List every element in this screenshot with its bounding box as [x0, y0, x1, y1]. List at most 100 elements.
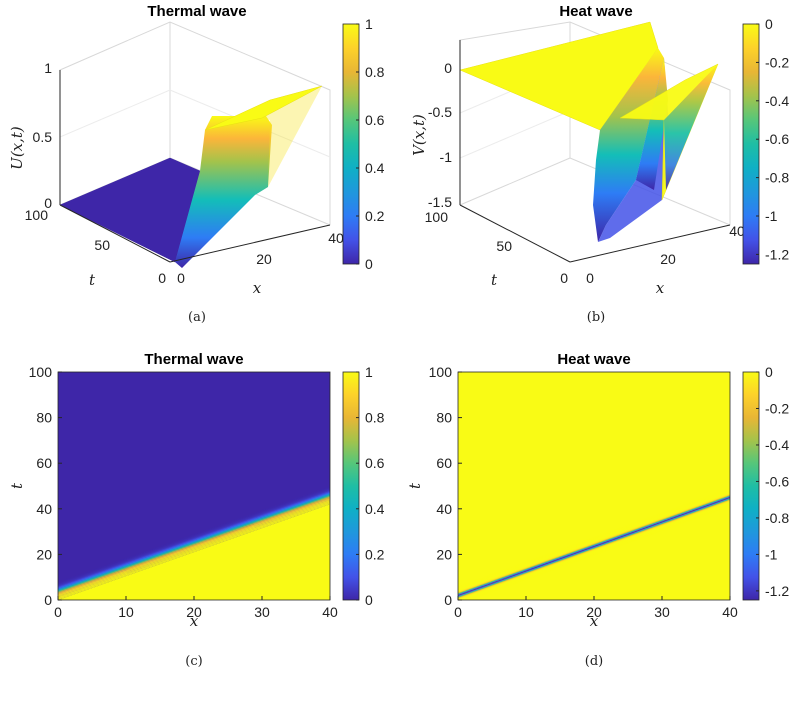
- heatmap-band: [458, 490, 730, 590]
- heatmap-band: [458, 497, 730, 597]
- panel-a-grid-z05-left: [59, 89, 171, 138]
- panel-b-colorbar-ticks: 0 -0.2 -0.4 -0.6 -0.8 -1 -1.2: [756, 16, 789, 262]
- heatmap-band: [58, 487, 330, 584]
- x-tick-label: 40: [722, 604, 738, 620]
- heatmap-band: [58, 490, 330, 587]
- heatmap-band: [458, 492, 730, 592]
- panel-b-ttick-1: 50: [496, 238, 512, 254]
- panel-b-caption: (b): [587, 310, 605, 325]
- panel-b-ztick-1: -0.5: [428, 104, 452, 120]
- heatmap-band: [458, 500, 730, 600]
- cb-b-label-0: 0: [765, 16, 773, 32]
- heatmap-band: [58, 496, 330, 594]
- heatmap-band: [58, 488, 330, 585]
- heatmap-band: [458, 496, 730, 595]
- heatmap-band: [458, 488, 730, 588]
- panel-a-surface-shade: [262, 86, 322, 187]
- panel-a-xtick-2: 40: [328, 230, 344, 246]
- panel-a-colorbar: [342, 23, 360, 265]
- heatmap-band: [58, 493, 330, 590]
- heatmap-band: [58, 491, 330, 588]
- panel-b-grid-z10: [459, 110, 571, 159]
- panel-b-floor-left: [459, 157, 571, 206]
- heatmap-band: [458, 493, 730, 592]
- x-tick-label: 10: [118, 604, 134, 620]
- panel-b-surface-trough-shade: [636, 58, 668, 190]
- cb-c-label-3: 0.6: [365, 455, 385, 471]
- heatmap-band: [58, 490, 330, 588]
- heatmap-band: [458, 492, 730, 591]
- panel-a-ttick-0: 0: [158, 270, 166, 286]
- panel-b-ztick-2: -1: [440, 149, 453, 165]
- panel-c-image: [58, 372, 330, 600]
- x-tick-label: 40: [322, 604, 338, 620]
- heatmap-band: [458, 488, 730, 587]
- cb-a-label-5: 1: [365, 16, 373, 32]
- heatmap-band: [458, 494, 730, 594]
- panel-b-ztick-3: -1.5: [428, 194, 452, 210]
- heatmap-band: [458, 489, 730, 589]
- panel-b-colorbar: [742, 23, 760, 265]
- heatmap-band: [58, 503, 330, 600]
- panel-d-colorbar: [742, 371, 760, 601]
- heatmap-band: [458, 500, 730, 599]
- heatmap-band: [58, 488, 330, 585]
- y-tick-label: 80: [436, 410, 452, 426]
- x-tick-label: 10: [518, 604, 534, 620]
- heatmap-band: [58, 493, 330, 590]
- panel-b-ttick-2: 100: [425, 209, 449, 225]
- cb-a-label-3: 0.6: [365, 112, 385, 128]
- y-tick-label: 20: [436, 546, 452, 562]
- panel-b: Heat wave 0 -0.5 -1 -1.5 100 50 0 0 20: [410, 3, 789, 325]
- panel-a-xtick-1: 20: [256, 251, 272, 267]
- heatmap-band: [58, 502, 330, 599]
- panel-a-zlabel: U(x,t): [8, 126, 26, 170]
- heatmap-band: [458, 501, 730, 600]
- panel-b-xtick-1: 20: [660, 251, 676, 267]
- panel-a-colorbar-ticks: 0 0.2 0.4 0.6 0.8 1: [356, 16, 385, 272]
- heatmap-band: [458, 493, 730, 593]
- y-tick-label: 20: [36, 546, 52, 562]
- panel-a-x-axis: [169, 224, 331, 263]
- x-tick-label: 20: [586, 604, 602, 620]
- cb-b-label-5: -1: [765, 208, 778, 224]
- heatmap-band: [458, 489, 730, 588]
- panel-c-colorbar-ticks: 0 0.2 0.4 0.6 0.8 1: [356, 364, 385, 608]
- panel-b-ttick-0: 0: [560, 270, 568, 286]
- heatmap-band: [58, 491, 330, 589]
- heatmap-band: [58, 494, 330, 591]
- panel-a-surface-low: [59, 157, 201, 263]
- y-tick-label: 100: [429, 364, 453, 380]
- panel-a-title: Thermal wave: [147, 3, 246, 20]
- heatmap-band: [58, 489, 330, 587]
- cb-b-label-1: -0.2: [765, 54, 789, 70]
- cb-d-label-3: -0.6: [765, 473, 789, 489]
- heatmap-band: [58, 486, 330, 584]
- panel-b-x-axis: [569, 224, 731, 263]
- heatmap-band: [58, 495, 330, 592]
- cb-b-label-6: -1.2: [765, 246, 789, 262]
- heatmap-band: [58, 495, 330, 592]
- heatmap-band: [458, 495, 730, 595]
- panel-c-title: Thermal wave: [144, 351, 243, 368]
- x-tick-label: 30: [254, 604, 270, 620]
- y-tick-label: 0: [44, 592, 52, 608]
- cb-a-label-0: 0: [365, 256, 373, 272]
- heatmap-band: [458, 494, 730, 593]
- panel-b-zlabel: V(x,t): [410, 114, 428, 156]
- panel-b-tlabel: t: [491, 271, 498, 289]
- heatmap-band: [458, 495, 730, 595]
- cb-d-label-0: 0: [765, 364, 773, 380]
- heatmap-band: [458, 498, 730, 597]
- panel-d-xlabel: x: [590, 612, 599, 630]
- panel-b-t-axis: [459, 204, 571, 263]
- heatmap-band: [458, 498, 730, 598]
- cb-b-label-2: -0.4: [765, 93, 789, 109]
- heatmap-band: [458, 499, 730, 599]
- panel-b-xtick-0: 0: [586, 270, 594, 286]
- panel-b-surface-trough-rise: [598, 58, 670, 242]
- heatmap-band: [58, 489, 330, 586]
- y-tick-label: 40: [436, 501, 452, 517]
- panel-c-colorbar: [342, 371, 360, 601]
- cb-c-label-2: 0.4: [365, 501, 385, 517]
